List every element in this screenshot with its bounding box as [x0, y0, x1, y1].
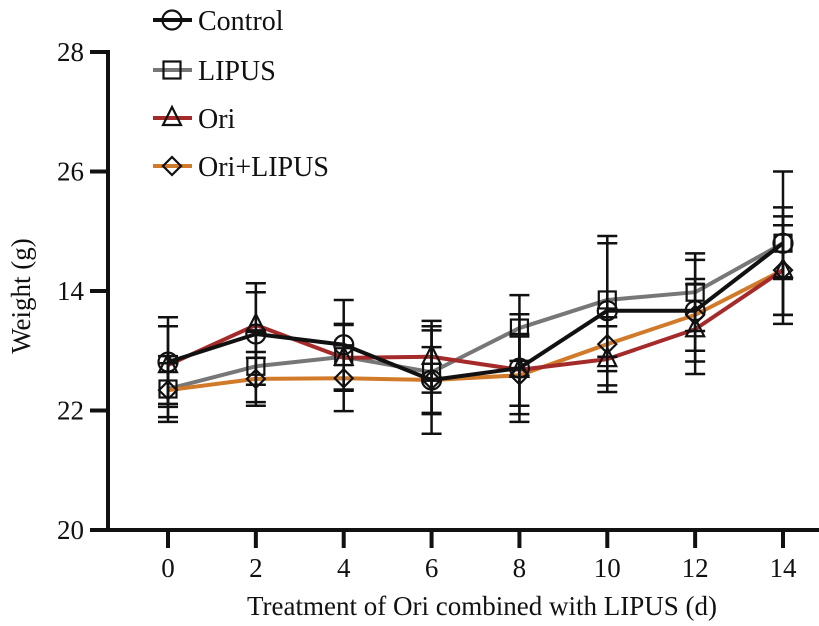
- y-tick-label: 14: [57, 276, 85, 306]
- marker-diamond: [596, 333, 618, 355]
- series-lipus: [167, 241, 784, 391]
- marker-circle: [161, 9, 183, 31]
- series-ori: [167, 268, 785, 372]
- marker-circle: [508, 357, 531, 379]
- series-layer: [157, 170, 794, 436]
- x-tick-label: 4: [337, 553, 351, 583]
- error-bars-ori-lipus: [158, 215, 793, 419]
- legend-item: Ori+LIPUS: [153, 152, 329, 183]
- legend-item: Ori: [153, 104, 236, 135]
- series-line: [167, 241, 785, 383]
- marker-circle: [420, 369, 443, 391]
- x-ticks: 0 2 4 6 8 10 12 14: [161, 530, 797, 583]
- marker-circle: [596, 300, 618, 322]
- legend-item: Control: [153, 6, 284, 37]
- series-line: [167, 241, 784, 391]
- y-tick-label: 20: [57, 515, 84, 545]
- legend: Control LIPUS Ori Ori+LIPUS: [153, 6, 329, 183]
- x-tick-label: 12: [682, 553, 709, 583]
- y-tick-label: 22: [57, 396, 84, 426]
- y-tick-label: 26: [57, 157, 84, 187]
- marker-circle: [245, 323, 267, 345]
- legend-label: LIPUS: [198, 56, 276, 87]
- marker-circle: [772, 232, 794, 254]
- series-line: [167, 268, 784, 393]
- series-ori-lipus: [167, 268, 784, 393]
- marker-circle: [333, 334, 355, 356]
- marker-triangle: [161, 104, 183, 127]
- marker-square: [162, 60, 182, 80]
- marker-square: [246, 356, 266, 376]
- x-axis-title: Treatment of Ori combined with LIPUS (d): [247, 591, 717, 621]
- marker-square: [597, 290, 617, 310]
- x-tick-label: 8: [513, 553, 527, 583]
- marker-triangle: [332, 344, 355, 367]
- y-tick-label: 28: [57, 37, 84, 67]
- y-ticks: 20 22 14 26 28: [57, 37, 108, 545]
- marker-triangle: [245, 311, 267, 334]
- legend-label: Ori+LIPUS: [198, 152, 329, 183]
- markers-control: [157, 232, 794, 391]
- marker-diamond: [157, 379, 179, 401]
- marker-diamond: [161, 155, 183, 177]
- y-axis-title: Weight (g): [6, 238, 36, 354]
- marker-diamond: [245, 368, 267, 390]
- marker-diamond: [333, 367, 355, 389]
- x-tick-label: 2: [249, 553, 263, 583]
- marker-diamond: [684, 304, 706, 326]
- marker-triangle: [772, 256, 794, 279]
- marker-square: [509, 318, 530, 338]
- series-control: [167, 241, 785, 383]
- x-tick-label: 6: [425, 553, 439, 583]
- marker-circle: [684, 300, 706, 322]
- marker-diamond: [772, 259, 794, 281]
- series-line: [167, 268, 785, 372]
- markers-ori: [157, 256, 794, 378]
- x-tick-label: 10: [594, 553, 621, 583]
- legend-label: Control: [198, 6, 284, 37]
- legend-label: Ori: [198, 104, 236, 135]
- marker-triangle: [684, 315, 706, 338]
- legend-item: LIPUS: [153, 56, 276, 87]
- x-tick-label: 0: [161, 553, 175, 583]
- marker-triangle: [596, 345, 619, 368]
- marker-circle: [157, 351, 179, 373]
- x-tick-label: 14: [770, 553, 798, 583]
- marker-triangle: [420, 343, 443, 365]
